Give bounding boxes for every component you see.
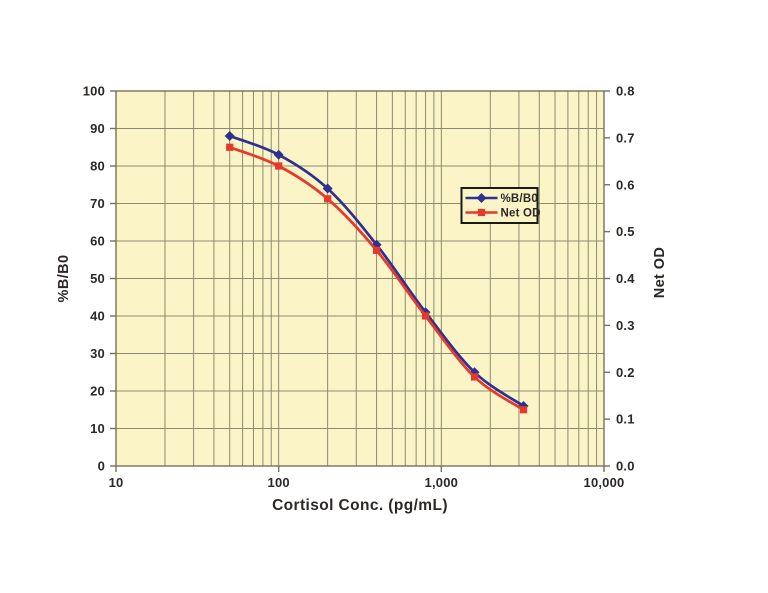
square-marker [324,195,332,203]
square-marker [421,312,430,320]
left-axis-tick-labels: 0 10 20 30 40 50 60 70 80 90 100 [83,84,105,474]
diamond-marker [322,183,333,194]
square-marker [470,373,479,381]
diamond-marker [476,193,487,203]
left-tick-label: 30 [90,346,105,361]
right-tick-label: 0.0 [616,459,635,474]
right-axis-title: Net OD [652,247,668,299]
square-marker [519,406,528,414]
legend-entry-label: Net OD [501,208,541,220]
legend: %B/B0 Net OD [460,187,541,224]
right-tick-label: 0.1 [616,412,635,427]
series-net-od [226,143,528,414]
legend-box [460,187,539,224]
right-tick-label: 0.6 [616,177,635,192]
diamond-marker [224,131,235,141]
square-marker [226,143,234,151]
square-marker [477,208,486,217]
left-tick-label: 60 [90,234,105,249]
diamond-marker [273,149,284,160]
legend-entry-b-b0: %B/B0 [465,193,538,205]
right-tick-label: 0.4 [616,271,635,286]
x-tick-label: 10 [109,475,124,490]
x-axis-title: Cortisol Conc. (pg/mL) [272,497,448,514]
right-tick-label: 0.8 [616,84,635,99]
left-tick-label: 80 [90,159,105,174]
right-axis-tick-labels: 0.0 0.1 0.2 0.3 0.4 0.5 0.6 0.7 0.8 [616,84,635,474]
left-tick-label: 20 [90,384,105,399]
legend-entry-net-od: Net OD [465,208,541,220]
legend-entry-label: %B/B0 [501,193,538,205]
right-tick-label: 0.7 [616,130,635,145]
left-tick-label: 0 [98,459,105,474]
left-tick-label: 40 [90,309,105,324]
square-marker [275,162,283,170]
x-tick-label: 10,000 [584,475,625,490]
left-axis-title: %B/B0 [56,255,72,303]
right-tick-label: 0.5 [616,224,635,239]
left-tick-label: 100 [83,84,105,99]
left-tick-label: 50 [90,271,105,286]
left-tick-label: 90 [90,121,105,136]
left-tick-label: 70 [90,196,105,211]
tick-marks [110,90,610,472]
x-tick-label: 1,000 [425,475,459,490]
right-tick-label: 0.2 [616,365,635,380]
right-tick-label: 0.3 [616,318,635,333]
x-tick-label: 100 [268,475,290,490]
square-marker [373,246,381,254]
left-tick-label: 10 [90,421,105,436]
x-axis-tick-labels: 10 100 1,000 10,000 [109,475,625,490]
